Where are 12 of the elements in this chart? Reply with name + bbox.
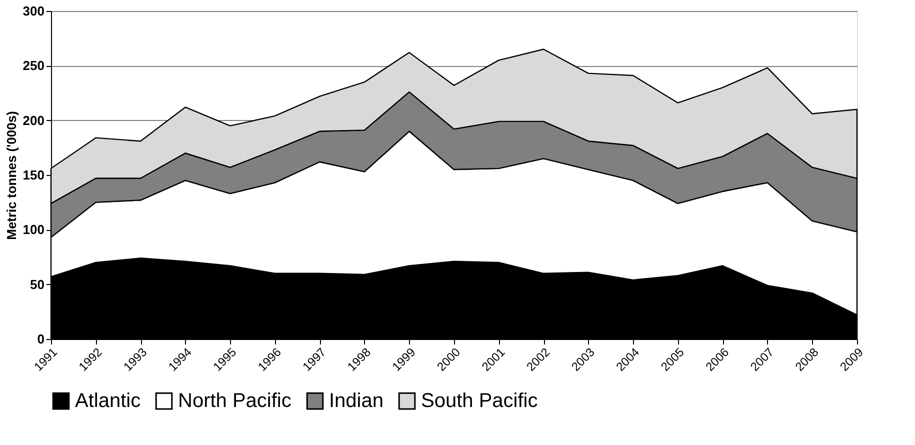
y-tick-label: 150 [22, 168, 44, 182]
y-tick-label: 200 [22, 112, 44, 128]
legend-label: North Pacific [178, 390, 292, 412]
legend-label: Atlantic [75, 390, 141, 412]
y-tick-label: 300 [22, 4, 44, 18]
y-tick-label: 0 [37, 332, 44, 346]
y-axis-title: Metric tonnes ('000s) [4, 111, 19, 240]
legend-label: South Pacific [421, 390, 538, 412]
y-tick-label: 250 [22, 58, 44, 74]
y-tick-label: 100 [22, 222, 44, 238]
legend-label: Indian [329, 390, 384, 412]
y-tick-label: 50 [30, 276, 44, 292]
